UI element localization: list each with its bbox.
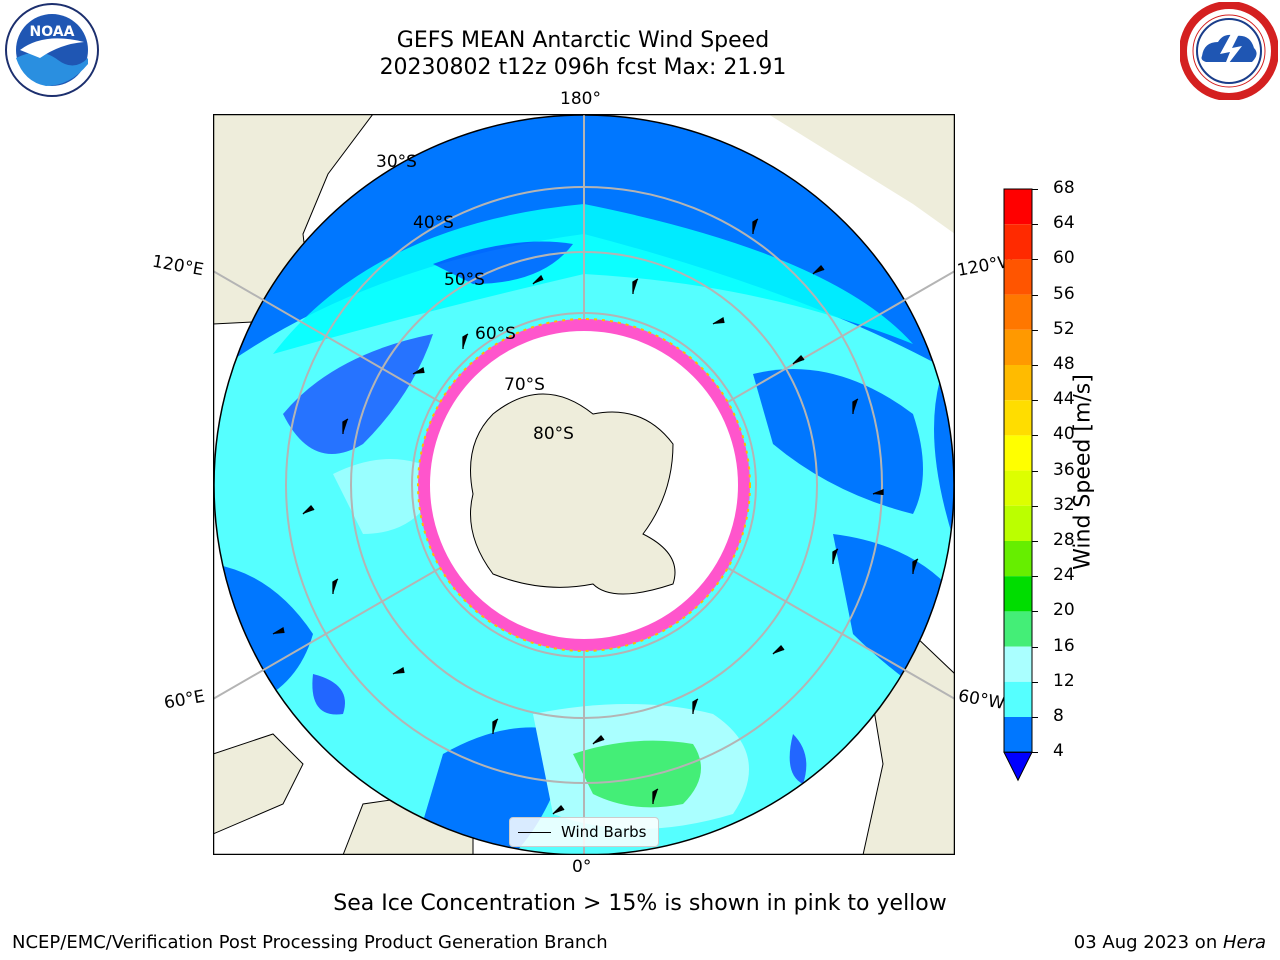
- lon-label-120e: 120°E: [150, 251, 206, 281]
- svg-text:NOAA: NOAA: [30, 24, 75, 40]
- sea-ice-edge-yellow: [417, 318, 751, 652]
- colorbar-tick-label: 16: [1053, 635, 1075, 656]
- footer-credit: NCEP/EMC/Verification Post Processing Pr…: [12, 932, 608, 953]
- colorbar-tick-mark: [1032, 189, 1038, 190]
- colorbar-tick-mark: [1032, 294, 1038, 296]
- colorbar-tick-mark: [1032, 329, 1038, 331]
- footer-date-line: 03 Aug 2023 on Hera: [1074, 932, 1266, 953]
- lat-label-80s: 80°S: [533, 424, 574, 444]
- colorbar-bin: [1004, 576, 1032, 612]
- noaa-logo: NOAA: [0, 2, 104, 98]
- colorbar-tick-mark: [1032, 259, 1038, 261]
- colorbar-tick-label: 12: [1053, 670, 1075, 691]
- colorbar-tick-label: 60: [1053, 248, 1075, 269]
- colorbar-bin: [1004, 541, 1032, 577]
- nws-logo: [1179, 1, 1279, 101]
- lon-label-180: 180°: [560, 89, 601, 109]
- colorbar-tick-mark: [1032, 752, 1038, 754]
- footer-host: Hera: [1222, 932, 1266, 953]
- colorbar-tick-label: 48: [1053, 354, 1075, 374]
- wind-barbs: [272, 218, 919, 815]
- colorbar-tick-label: 40: [1053, 424, 1075, 445]
- map-frame: [212, 113, 956, 856]
- colorbar-tick-mark: [1032, 541, 1038, 542]
- colorbar-bin: [1004, 435, 1032, 471]
- colorbar-tick-mark: [1032, 505, 1038, 507]
- polar-map: [212, 113, 956, 856]
- colorbar-label: Wind Speed [m/s]: [1070, 374, 1096, 570]
- sea-ice-note: Sea Ice Concentration > 15% is shown in …: [333, 891, 947, 916]
- lat-label-70s: 70°S: [504, 375, 545, 395]
- colorbar: [1000, 186, 1036, 786]
- colorbar-bin: [1004, 329, 1032, 365]
- colorbar-extend-arrow: [1003, 751, 1033, 782]
- colorbar-bin: [1004, 681, 1032, 717]
- colorbar-tick-label: 56: [1053, 283, 1075, 304]
- colorbar-tick-mark: [1032, 365, 1038, 366]
- colorbar-bin: [1004, 717, 1032, 753]
- colorbar-tick-label: 24: [1053, 565, 1075, 586]
- colorbar-tick-label: 8: [1053, 706, 1064, 726]
- lat-label-30s: 30°S: [376, 152, 417, 172]
- colorbar-bin: [1004, 189, 1032, 225]
- colorbar-tick-mark: [1032, 681, 1038, 683]
- barb-line-icon: [518, 832, 551, 833]
- colorbar-bin: [1004, 400, 1032, 436]
- lat-label-50s: 50°S: [444, 270, 485, 290]
- colorbar-bins: [1003, 188, 1033, 782]
- colorbar-tick-mark: [1032, 224, 1038, 226]
- colorbar-bin: [1004, 224, 1032, 260]
- colorbar-bin: [1004, 294, 1032, 330]
- chart-title: GEFS MEAN Antarctic Wind Speed: [396, 28, 770, 53]
- colorbar-tick-label: 32: [1053, 494, 1075, 515]
- colorbar-tick-label: 52: [1053, 318, 1075, 339]
- colorbar-tick-mark: [1032, 470, 1038, 472]
- colorbar-tick-label: 4: [1053, 741, 1064, 762]
- colorbar-tick-mark: [1032, 435, 1038, 437]
- colorbar-bin: [1004, 470, 1032, 506]
- colorbar-bin: [1004, 505, 1032, 541]
- legend-label: Wind Barbs: [561, 823, 647, 841]
- colorbar-tick-mark: [1032, 646, 1038, 648]
- chart-subtitle: 20230802 t12z 096h fcst Max: 21.91: [379, 55, 787, 80]
- colorbar-tick-label: 44: [1053, 389, 1075, 410]
- colorbar-bin: [1004, 259, 1032, 295]
- colorbar-tick-mark: [1032, 717, 1038, 718]
- antarctica: [470, 393, 676, 595]
- colorbar-tick-label: 68: [1053, 178, 1075, 198]
- lon-label-60w: 60°W: [956, 686, 1007, 714]
- colorbar-bin: [1004, 611, 1032, 647]
- colorbar-tick-mark: [1032, 576, 1038, 578]
- colorbar-bin: [1004, 646, 1032, 682]
- lon-label-60e: 60°E: [162, 686, 207, 714]
- lat-label-60s: 60°S: [475, 324, 516, 344]
- colorbar-tick-mark: [1032, 611, 1038, 613]
- colorbar-tick-label: 20: [1053, 600, 1075, 621]
- colorbar-bin: [1004, 365, 1032, 401]
- lat-label-40s: 40°S: [413, 213, 454, 233]
- colorbar-tick-label: 64: [1053, 213, 1075, 234]
- footer-date: 03 Aug 2023 on: [1073, 932, 1223, 953]
- map-legend: Wind Barbs: [509, 817, 659, 847]
- colorbar-tick-label: 36: [1053, 459, 1075, 480]
- colorbar-tick-mark: [1032, 400, 1038, 402]
- colorbar-tick-label: 28: [1053, 530, 1075, 550]
- lon-label-0: 0°: [572, 857, 592, 877]
